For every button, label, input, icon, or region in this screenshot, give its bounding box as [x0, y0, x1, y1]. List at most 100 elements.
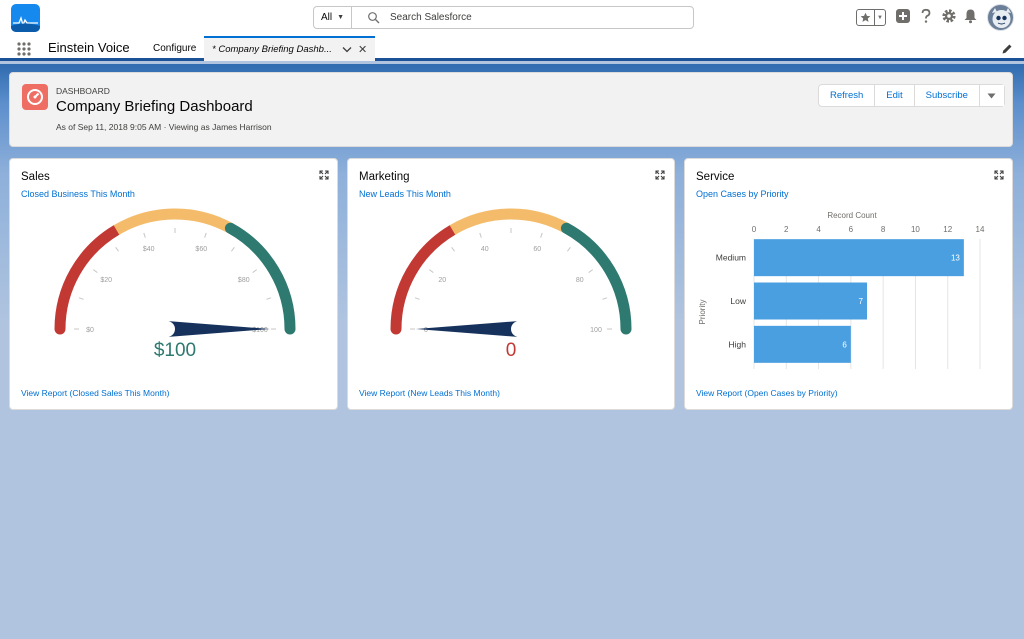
nav-item-configure[interactable]: Configure — [153, 43, 197, 54]
gauge-tick-label: 20 — [438, 277, 446, 284]
gauge-tick-label: 100 — [590, 327, 602, 334]
gauge-tick — [428, 269, 434, 273]
view-report-link[interactable]: View Report (Closed Sales This Month) — [21, 388, 170, 398]
dashboard-icon — [22, 84, 48, 110]
x-tick-label: 12 — [943, 225, 952, 234]
close-icon[interactable]: ✕ — [358, 44, 368, 56]
chevron-down-icon[interactable] — [342, 46, 352, 54]
x-tick-label: 6 — [849, 225, 854, 234]
search-input[interactable] — [390, 12, 690, 23]
card-title: Sales — [21, 171, 50, 183]
gauge-tick — [143, 232, 146, 238]
gauge-tick-label: 80 — [576, 277, 584, 284]
view-report-link[interactable]: View Report (New Leads This Month) — [359, 388, 500, 398]
bar[interactable] — [754, 239, 964, 277]
caret-down-icon: ▼ — [337, 14, 345, 21]
gauge-value: $100 — [153, 340, 197, 361]
edit-button[interactable]: Edit — [875, 85, 915, 106]
x-tick-label: 2 — [784, 225, 789, 234]
star-icon[interactable] — [857, 10, 875, 25]
x-tick-label: 4 — [816, 225, 821, 234]
bell-icon[interactable] — [963, 8, 978, 24]
gauge-tick — [414, 297, 420, 300]
gauge-band — [54, 224, 122, 335]
category-label: High — [729, 339, 747, 349]
card-subtitle[interactable]: Open Cases by Priority — [696, 189, 789, 199]
expand-icon[interactable] — [994, 170, 1004, 180]
gauge-tick — [479, 232, 482, 238]
gauge-tick — [115, 246, 119, 252]
dashboard-kicker: DASHBOARD — [56, 86, 110, 96]
app-launcher-icon[interactable] — [17, 42, 31, 56]
gauge-tick-label: 0 — [424, 327, 428, 334]
gauge-needle — [167, 321, 270, 337]
more-actions-button[interactable] — [979, 85, 1004, 106]
expand-icon[interactable] — [655, 170, 665, 180]
tab-label: * Company Briefing Dashb... — [212, 44, 332, 55]
gauge-tick — [78, 297, 84, 300]
caret-down-icon — [987, 93, 996, 98]
favorites-dropdown-icon[interactable]: ▼ — [877, 14, 883, 21]
gauge-tick-label: $0 — [86, 327, 94, 334]
service-card: Service Open Cases by Priority Record Co… — [684, 158, 1013, 410]
favorites-button[interactable]: ▼ — [856, 9, 886, 26]
gauge-tick-label: $40 — [143, 246, 155, 253]
bar-value-label: 7 — [859, 297, 864, 306]
gauge-tick — [451, 246, 455, 252]
gauge-band — [390, 224, 458, 335]
gauge-tick — [204, 232, 207, 238]
card-subtitle[interactable]: Closed Business This Month — [21, 189, 135, 199]
page-title: Company Briefing Dashboard — [56, 98, 253, 115]
sales-gauge: $0 $20 $40 $60 $80 $100 — [54, 208, 296, 337]
edit-nav-icon[interactable] — [1001, 43, 1013, 55]
marketing-gauge: 0 20 40 60 80 100 — [390, 208, 632, 337]
gauge-tick-label: $80 — [238, 277, 250, 284]
user-avatar[interactable] — [987, 4, 1014, 31]
global-search[interactable] — [351, 6, 694, 29]
help-icon[interactable] — [919, 8, 933, 24]
app-nav-bar: Einstein Voice Configure * Company Brief… — [0, 36, 1024, 61]
gear-icon[interactable] — [941, 8, 957, 24]
x-tick-label: 10 — [911, 225, 920, 234]
add-icon[interactable] — [895, 8, 911, 24]
gauge-tick — [588, 269, 594, 273]
tab-company-briefing-dashboard[interactable]: * Company Briefing Dashb... ✕ — [204, 36, 375, 61]
gauge-band — [113, 208, 234, 235]
gauge-tick — [266, 297, 272, 300]
bar[interactable] — [754, 325, 851, 363]
category-label: Medium — [716, 253, 746, 263]
gauge-tick — [602, 297, 608, 300]
dashboard-subtitle: As of Sep 11, 2018 9:05 AM · Viewing as … — [56, 122, 272, 132]
card-title: Service — [696, 171, 735, 183]
gauge-tick-label: 40 — [481, 246, 489, 253]
gauge-band — [560, 222, 632, 335]
sales-card: Sales Closed Business This Month $0 $20 $4… — [9, 158, 338, 410]
bar-value-label: 13 — [951, 254, 960, 263]
gauge-band — [224, 222, 296, 335]
gauge-tick — [567, 246, 571, 252]
app-name: Einstein Voice — [48, 40, 130, 55]
salesforce-logo[interactable] — [11, 4, 40, 32]
expand-icon[interactable] — [319, 170, 329, 180]
refresh-button[interactable]: Refresh — [819, 85, 876, 106]
search-scope-select[interactable]: All ▼ — [313, 6, 352, 29]
y-axis-label: Priority — [698, 300, 707, 325]
x-tick-label: 8 — [881, 225, 886, 234]
gauge-tick — [252, 269, 258, 273]
bar[interactable] — [754, 282, 867, 320]
x-tick-label: 14 — [976, 225, 985, 234]
dashboard-header: DASHBOARD Company Briefing Dashboard As … — [9, 72, 1013, 147]
view-report-link[interactable]: View Report (Open Cases by Priority) — [696, 388, 838, 398]
category-label: Low — [730, 296, 746, 306]
card-subtitle[interactable]: New Leads This Month — [359, 189, 451, 199]
x-tick-label: 0 — [752, 225, 757, 234]
gauge-band — [449, 208, 570, 235]
global-header: All ▼ ▼ — [0, 0, 1024, 36]
gauge-tick — [231, 246, 235, 252]
gauge-tick-label: $60 — [195, 246, 207, 253]
gauge-tick — [92, 269, 98, 273]
card-title: Marketing — [359, 171, 410, 183]
gauge-tick — [540, 232, 543, 238]
subscribe-button[interactable]: Subscribe — [914, 85, 980, 106]
gauge-tick-label: $20 — [100, 277, 112, 284]
